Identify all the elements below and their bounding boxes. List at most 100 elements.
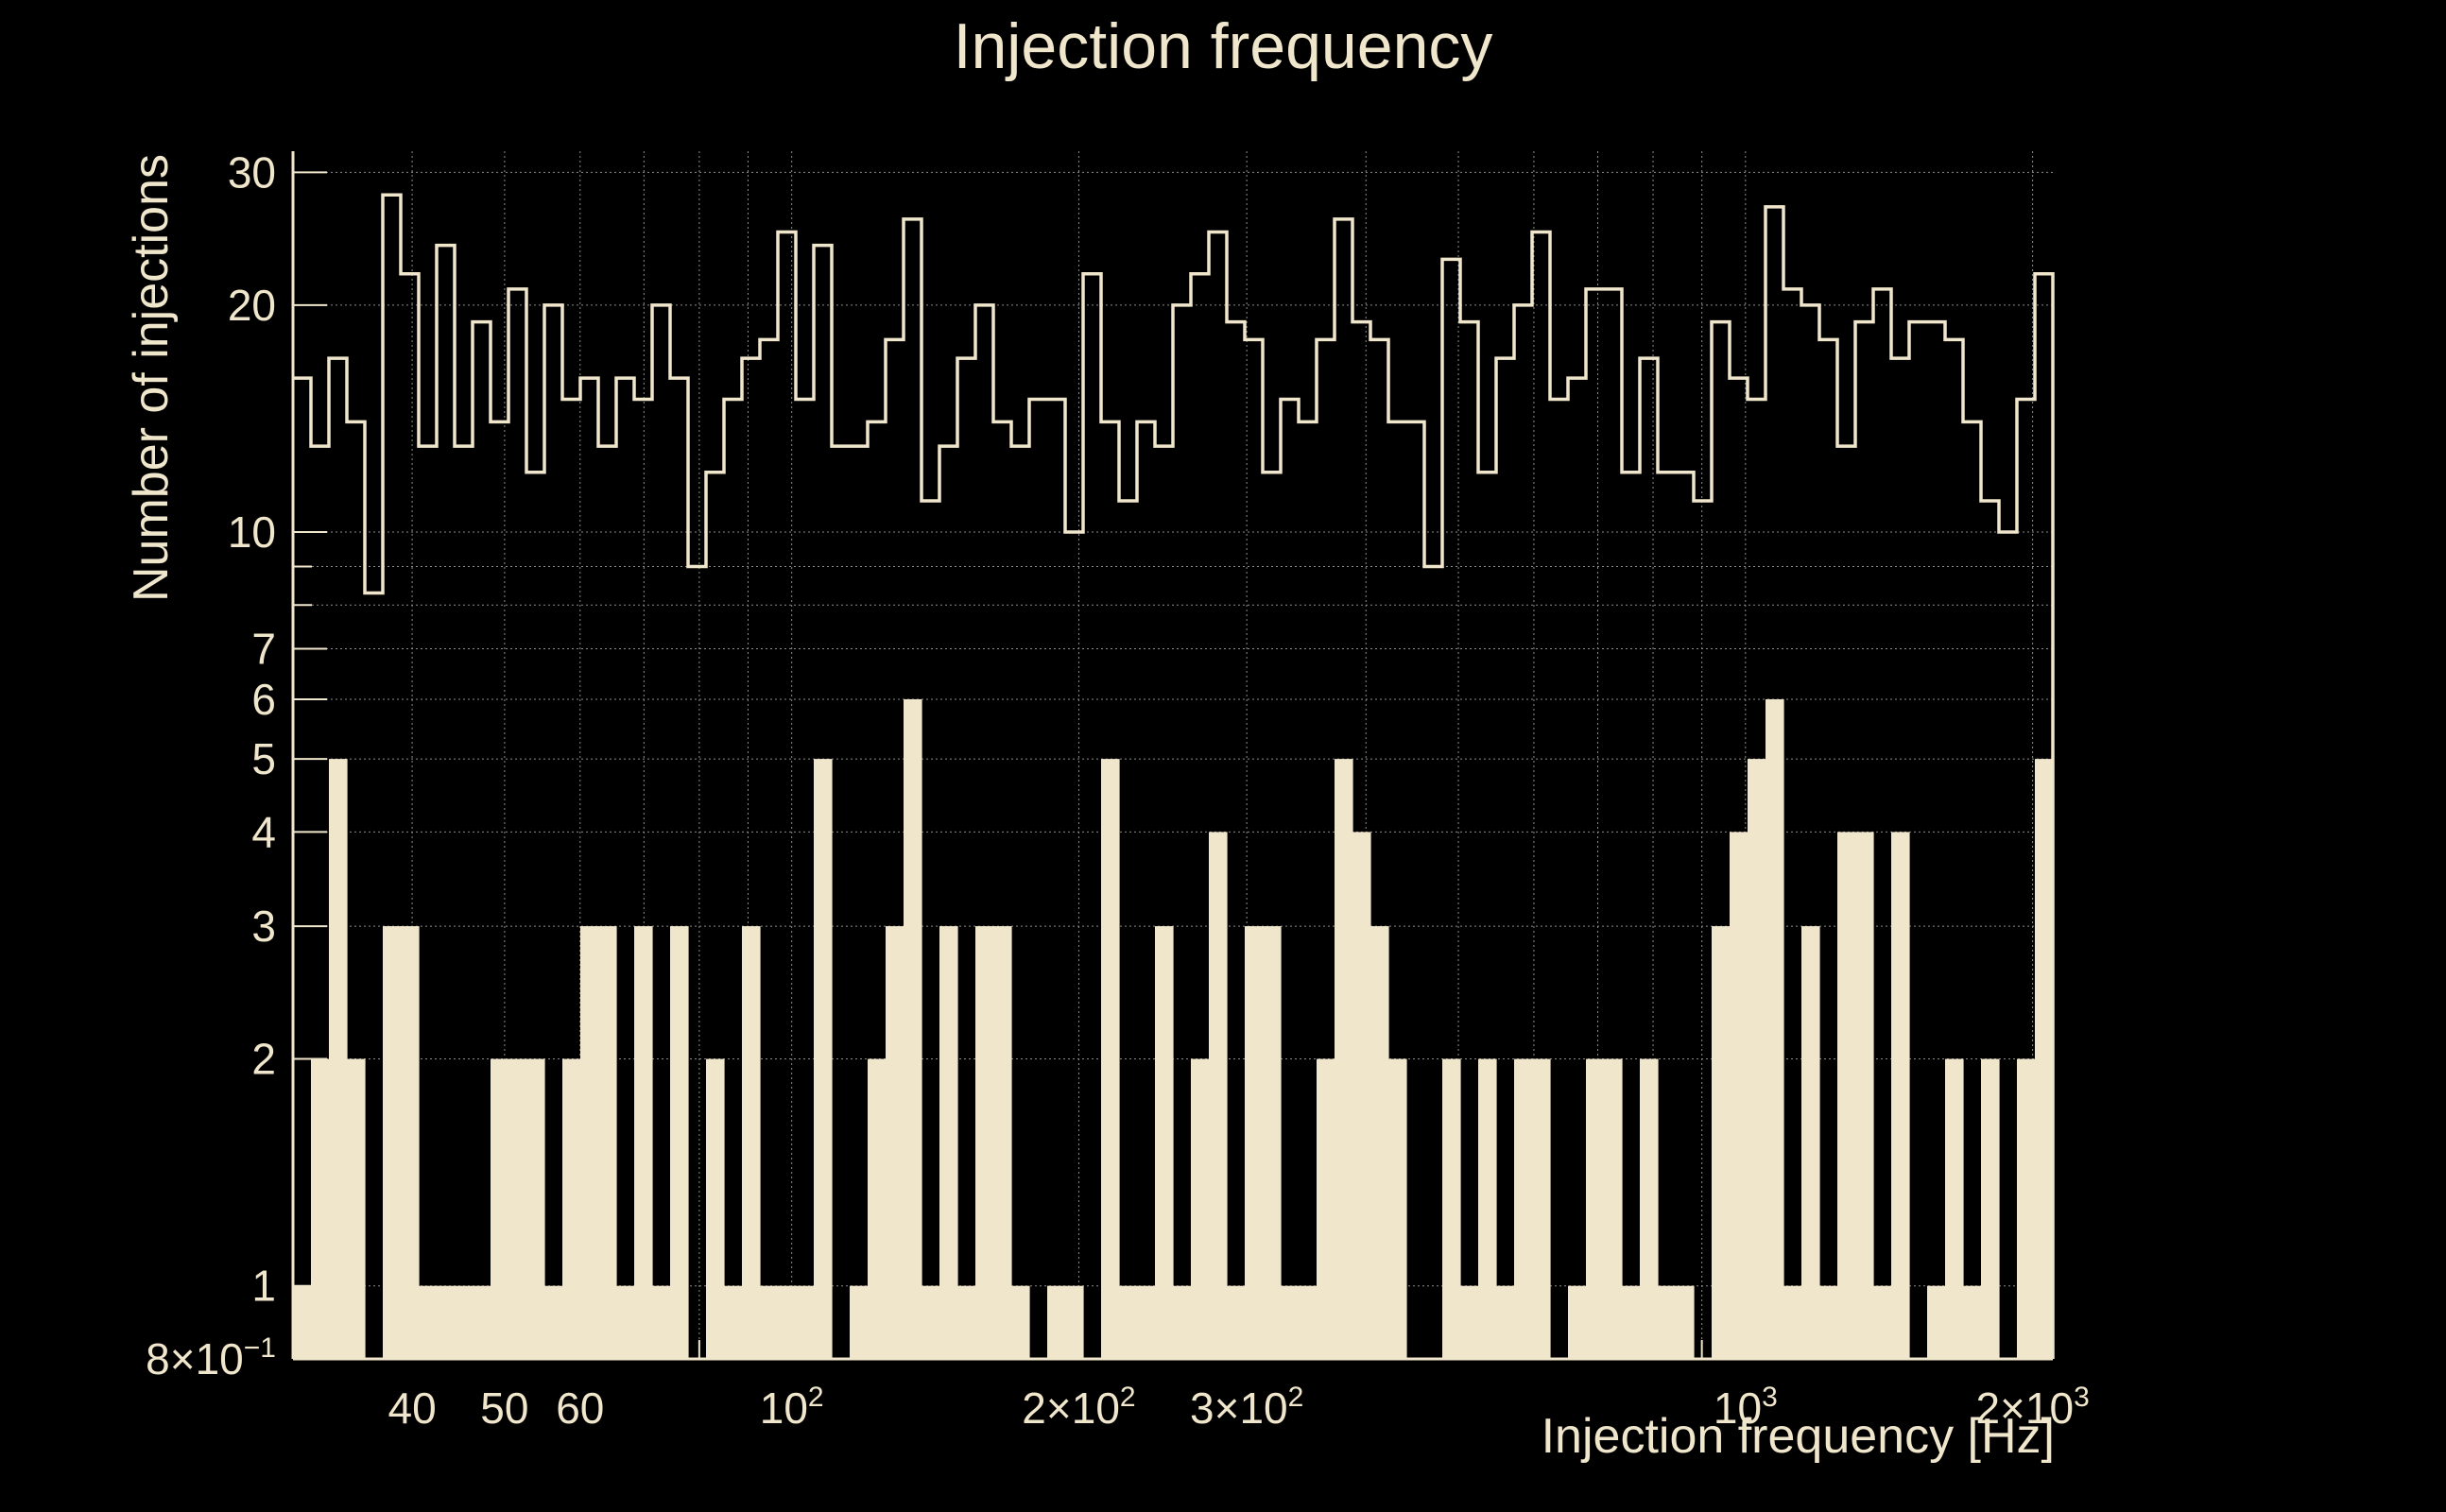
histogram-bar: [1460, 1285, 1479, 1359]
y-tick-label: 2: [251, 1035, 276, 1084]
step-series-line: [293, 193, 2055, 1359]
histogram-bar: [760, 1285, 779, 1359]
histogram-bar: [1047, 1285, 1066, 1359]
histogram-bar: [1766, 698, 1784, 1359]
histogram-bar: [1927, 1285, 1946, 1359]
histogram-bar: [1819, 1285, 1838, 1359]
histogram-bar: [975, 926, 994, 1359]
y-tick-label: 4: [251, 807, 276, 856]
histogram-bar: [1245, 926, 1264, 1359]
histogram-bar: [1622, 1285, 1641, 1359]
x-tick-label: 3×102: [1190, 1382, 1303, 1433]
histogram-bar: [1317, 1058, 1335, 1359]
histogram-bar: [742, 926, 761, 1359]
histogram-bar: [1388, 1058, 1407, 1359]
y-tick-label: 5: [251, 734, 276, 783]
histogram-bar: [1658, 1285, 1677, 1359]
histogram-bar: [544, 1285, 563, 1359]
histogram-bar: [1837, 832, 1856, 1359]
histogram-bar: [1299, 1285, 1318, 1359]
histogram-bar: [670, 926, 689, 1359]
y-tick-label: 1: [251, 1262, 276, 1311]
histogram-bar: [383, 926, 402, 1359]
histogram-bar: [329, 759, 348, 1359]
histogram-bar: [1873, 1285, 1892, 1359]
histogram-bar: [1981, 1058, 2000, 1359]
histogram-bar: [293, 1285, 312, 1359]
histogram-bar: [1891, 832, 1910, 1359]
histogram-bar: [868, 1058, 887, 1359]
histogram-bar: [2017, 1058, 2036, 1359]
histogram-bar: [616, 1285, 635, 1359]
histogram-bar: [1119, 1285, 1138, 1359]
histogram-bar: [437, 1285, 456, 1359]
histogram-bar: [1209, 832, 1228, 1359]
x-tick-label: 102: [760, 1382, 824, 1433]
y-tick-label: 3: [251, 902, 276, 951]
histogram-bar: [1335, 759, 1353, 1359]
histogram-bar: [1442, 1058, 1461, 1359]
x-tick-label: 50: [480, 1383, 528, 1433]
y-tick-label: 20: [228, 281, 276, 330]
y-tick-label: 30: [228, 147, 276, 197]
histogram-bar: [491, 1058, 509, 1359]
histogram-bar: [1855, 832, 1874, 1359]
histogram-bar: [886, 926, 904, 1359]
histogram-bar: [1586, 1058, 1605, 1359]
histogram-bar: [1191, 1058, 1210, 1359]
histogram-bar: [2035, 759, 2054, 1359]
histogram-bar: [1514, 1058, 1533, 1359]
x-tick-label: 2×102: [1022, 1382, 1135, 1433]
histogram-bar: [1352, 832, 1371, 1359]
histogram-bar: [778, 1285, 797, 1359]
histogram-bar: [1011, 1285, 1030, 1359]
histogram-bar: [473, 1285, 491, 1359]
chart-title: Injection frequency: [953, 10, 1493, 82]
x-axis-label: Injection frequency [Hz]: [1541, 1409, 2055, 1464]
x-tick-label: 40: [388, 1383, 436, 1433]
histogram-bar: [1801, 926, 1820, 1359]
histogram-bar: [1532, 1058, 1551, 1359]
histogram-bar: [580, 926, 599, 1359]
histogram-bar: [1173, 1285, 1192, 1359]
histogram-bar: [922, 1285, 940, 1359]
histogram-bar: [993, 926, 1012, 1359]
histogram-bar: [455, 1285, 474, 1359]
histogram-bar: [1676, 1285, 1695, 1359]
histogram-bar: [957, 1285, 976, 1359]
histogram-bar: [1101, 759, 1120, 1359]
histogram-bar: [850, 1285, 869, 1359]
histogram-bar: [598, 926, 617, 1359]
histogram-bar: [508, 1058, 527, 1359]
histogram-bar: [1945, 1058, 1964, 1359]
y-tick-label: 6: [251, 675, 276, 724]
histogram-bar: [1604, 1058, 1623, 1359]
histogram-bar: [1155, 926, 1174, 1359]
histogram-bar: [1137, 1285, 1156, 1359]
histogram-bar: [939, 926, 958, 1359]
histogram-bar: [1263, 926, 1282, 1359]
histogram-bar: [1640, 1058, 1659, 1359]
histogram-bar: [1065, 1285, 1084, 1359]
x-tick-label: 103: [1714, 1382, 1778, 1433]
y-tick-label: 7: [251, 625, 276, 674]
y-tick-label: 8×10−1: [146, 1332, 276, 1383]
histogram-bar: [1748, 759, 1766, 1359]
histogram-bar: [401, 926, 420, 1359]
x-tick-label: 60: [556, 1383, 604, 1433]
histogram-bar: [724, 1285, 743, 1359]
histogram-bar: [526, 1058, 545, 1359]
histogram-bar: [562, 1058, 581, 1359]
histogram-bar: [1478, 1058, 1497, 1359]
x-tick-label: 2×103: [1975, 1382, 2089, 1433]
histogram-bar: [347, 1058, 366, 1359]
histogram-bar: [904, 698, 922, 1359]
y-tick-label: 10: [228, 507, 276, 557]
histogram-bar: [419, 1285, 438, 1359]
histogram-bar: [796, 1285, 815, 1359]
histogram-bar: [1712, 926, 1731, 1359]
histogram-bar: [1227, 1285, 1246, 1359]
histogram-bar: [706, 1058, 725, 1359]
histogram-bar: [814, 759, 833, 1359]
